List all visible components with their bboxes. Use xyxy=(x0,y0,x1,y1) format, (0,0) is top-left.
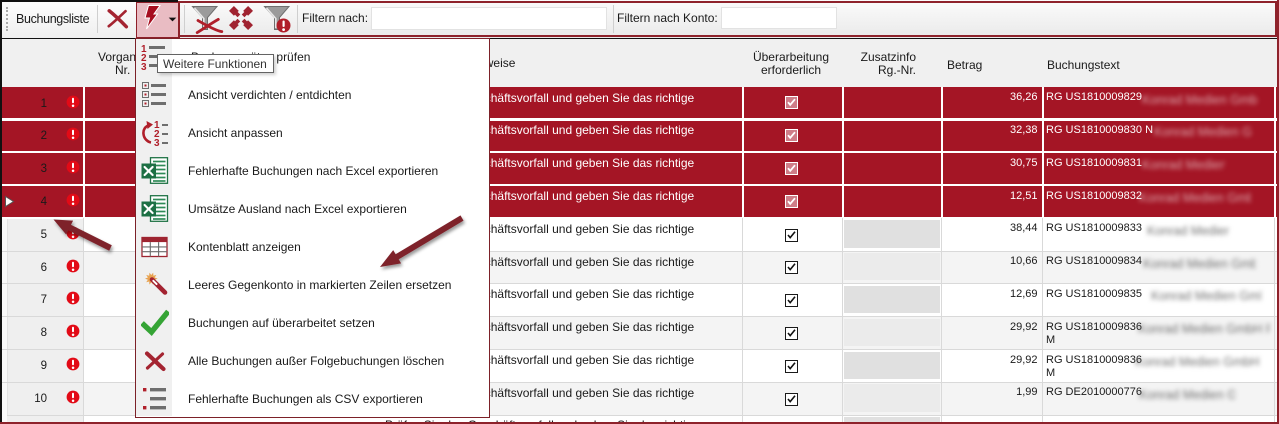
svg-text:2: 2 xyxy=(141,53,147,64)
svg-text:1: 1 xyxy=(154,120,160,131)
svg-text:3: 3 xyxy=(141,62,147,71)
svg-text:3: 3 xyxy=(154,138,160,147)
svg-text:1: 1 xyxy=(141,44,147,55)
svg-text:2: 2 xyxy=(154,129,160,140)
